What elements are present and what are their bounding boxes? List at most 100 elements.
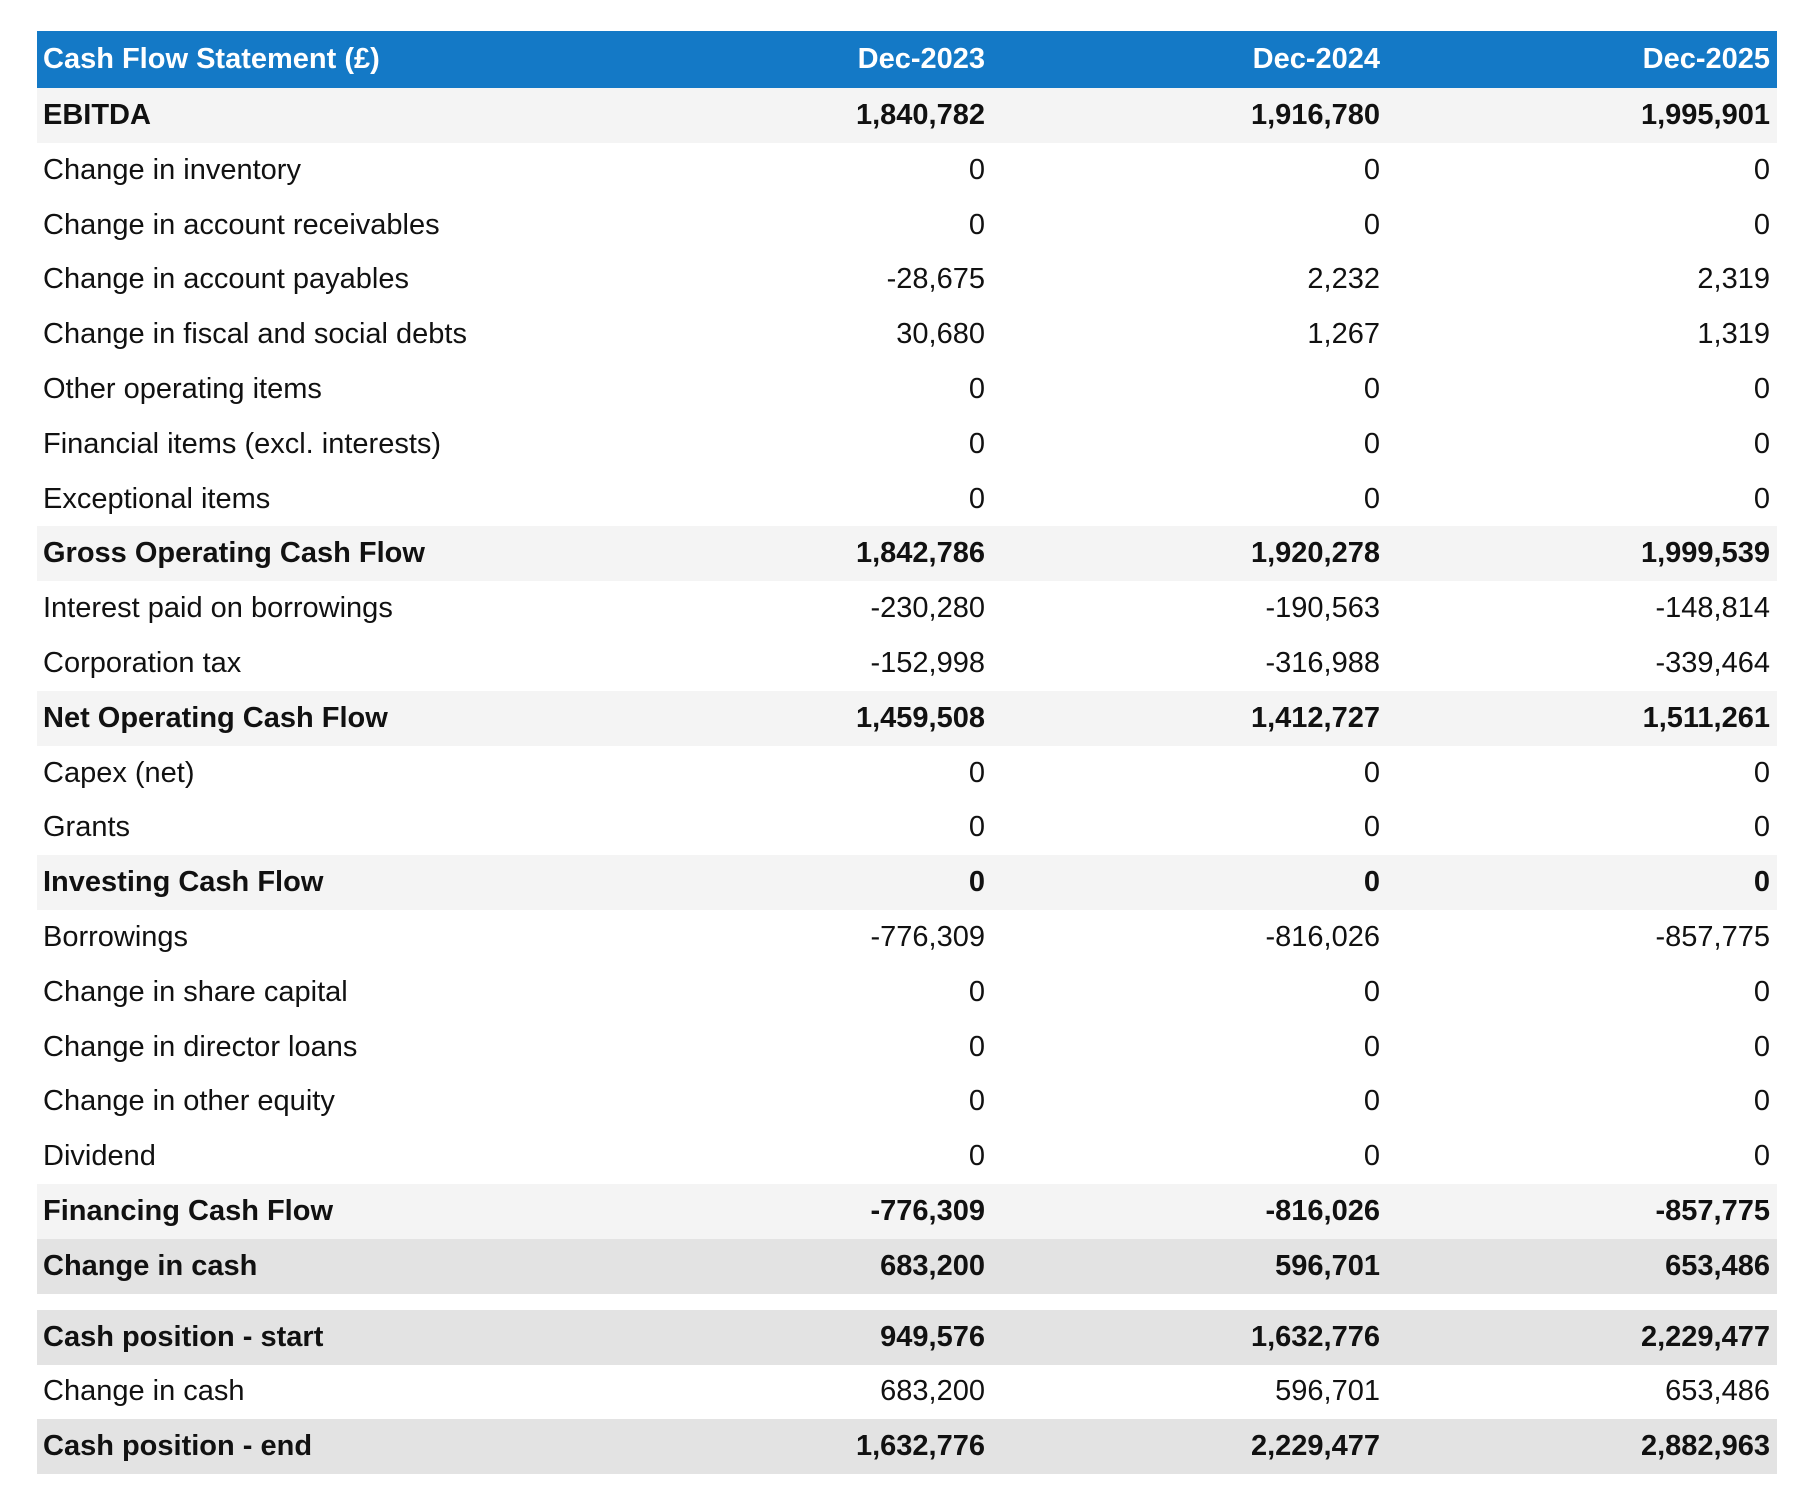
value-cell: 949,576 bbox=[880, 1320, 985, 1353]
value-cell: 683,200 bbox=[880, 1375, 985, 1408]
value-cell: 30,680 bbox=[896, 318, 985, 351]
value-cell: 1,412,727 bbox=[1250, 701, 1380, 734]
value-cell: 0 bbox=[1363, 866, 1380, 899]
table-row: Change in cash 683,200 596,701 653,486 bbox=[37, 1238, 1777, 1294]
value-cell: -776,309 bbox=[870, 1195, 986, 1227]
table-row: Financial items (excl. interests) 0 0 0 bbox=[37, 417, 1777, 472]
value-cell: -148,814 bbox=[1655, 592, 1771, 625]
value-cell: 0 bbox=[1753, 1085, 1770, 1118]
value-cell: -316,988 bbox=[1265, 647, 1381, 679]
value-cell: 0 bbox=[968, 482, 985, 515]
value-cell: 1,632,776 bbox=[855, 1430, 985, 1463]
table-row: Interest paid on borrowings -230,280 -190,… bbox=[37, 581, 1777, 636]
table-row: Change in inventory 0 0 0 bbox=[37, 143, 1777, 198]
value-cell: -816,026 bbox=[1265, 921, 1381, 953]
row-label: Cash Flow Statement (£) bbox=[43, 43, 380, 75]
value-cell: 0 bbox=[1363, 153, 1380, 186]
table-row: Net Operating Cash Flow 1,459,508 1,412,72… bbox=[37, 690, 1777, 746]
value-cell: 0 bbox=[1363, 756, 1380, 789]
value-cell: -776,309 bbox=[870, 921, 986, 953]
value-cell: 1,319 bbox=[1697, 318, 1770, 351]
value-cell: 0 bbox=[968, 866, 985, 899]
value-cell: 0 bbox=[1753, 1030, 1770, 1063]
value-cell: 0 bbox=[968, 153, 985, 186]
value-cell: 596,701 bbox=[1275, 1375, 1380, 1408]
value-cell: 1,916,780 bbox=[1250, 99, 1380, 131]
value-cell: 2,882,963 bbox=[1640, 1430, 1770, 1463]
value-cell: 0 bbox=[1363, 811, 1380, 844]
row-label: Change in share capital bbox=[43, 975, 348, 1008]
value-cell: 0 bbox=[1753, 811, 1770, 844]
value-cell: 0 bbox=[1363, 1085, 1380, 1118]
value-cell: 0 bbox=[1753, 153, 1770, 186]
row-label: Exceptional items bbox=[43, 482, 271, 515]
value-cell: 0 bbox=[968, 427, 985, 460]
value-cell: 0 bbox=[1753, 208, 1770, 241]
table-row: Grants 0 0 0 bbox=[37, 800, 1777, 855]
row-label: Change in cash bbox=[43, 1375, 245, 1408]
table-row: EBITDA 1,840,782 1,916,780 1,995,901 bbox=[37, 88, 1777, 143]
row-label: Capex (net) bbox=[43, 756, 195, 789]
row-label: Dividend bbox=[43, 1140, 156, 1173]
value-cell: 0 bbox=[968, 1030, 985, 1063]
value-cell: 0 bbox=[1363, 482, 1380, 515]
table-row: Investing Cash Flow 0 0 0 bbox=[37, 855, 1777, 911]
value-cell: 1,459,508 bbox=[855, 701, 985, 734]
value-cell: 2,229,477 bbox=[1250, 1430, 1380, 1463]
value-cell: 0 bbox=[1753, 756, 1770, 789]
row-label: Other operating items bbox=[43, 373, 322, 405]
value-cell: 0 bbox=[1363, 373, 1380, 405]
row-label: Borrowings bbox=[43, 921, 189, 953]
table-row: Change in other equity 0 0 0 bbox=[37, 1074, 1777, 1129]
value-cell: 0 bbox=[968, 756, 985, 789]
table-row: Dividend 0 0 0 bbox=[37, 1129, 1777, 1184]
value-cell: 1,920,278 bbox=[1250, 537, 1380, 570]
row-label: Financing Cash Flow bbox=[43, 1195, 334, 1227]
value-cell: 0 bbox=[968, 1085, 985, 1118]
value-cell: 0 bbox=[1363, 1030, 1380, 1063]
table-row: Other operating items 0 0 0 bbox=[37, 362, 1777, 417]
value-cell: 0 bbox=[1363, 208, 1380, 241]
value-cell: -857,775 bbox=[1655, 921, 1771, 953]
row-label: Financial items (excl. interests) bbox=[43, 427, 442, 460]
table-row: Change in fiscal and social debts 30,680 1… bbox=[37, 307, 1777, 362]
value-cell: 596,701 bbox=[1275, 1249, 1380, 1282]
value-cell: -857,775 bbox=[1655, 1195, 1771, 1227]
value-cell: 0 bbox=[968, 1140, 985, 1173]
table-row: Change in cash 683,200 596,701 653,486 bbox=[37, 1364, 1777, 1419]
table-row: Capex (net) 0 0 0 bbox=[37, 746, 1777, 801]
row-label: Investing Cash Flow bbox=[43, 866, 324, 899]
value-cell: 0 bbox=[1363, 1140, 1380, 1173]
row-label: Change in account receivables bbox=[43, 208, 440, 241]
value-cell: 653,486 bbox=[1665, 1249, 1770, 1282]
row-label: Corporation tax bbox=[43, 647, 242, 679]
value-cell: 0 bbox=[968, 975, 985, 1008]
row-label: Cash position - start bbox=[43, 1320, 324, 1353]
table-row: Gross Operating Cash Flow 1,842,786 1,920,… bbox=[37, 526, 1777, 582]
row-label: Change in fiscal and social debts bbox=[43, 318, 467, 351]
table-row: Corporation tax -152,998 -316,988 -339,464 bbox=[37, 636, 1777, 691]
value-cell: 2,319 bbox=[1697, 263, 1770, 296]
table-row: Borrowings -776,309 -816,026 -857,775 bbox=[37, 910, 1777, 965]
row-label: Change in account payables bbox=[43, 263, 409, 296]
row-label: Gross Operating Cash Flow bbox=[43, 537, 425, 570]
table-row: Cash position - start 949,576 1,632,776 2,2… bbox=[37, 1309, 1777, 1365]
value-cell: Dec-2023 bbox=[857, 43, 985, 75]
row-label: Grants bbox=[43, 811, 131, 844]
value-cell: 0 bbox=[1753, 866, 1770, 899]
row-label: Net Operating Cash Flow bbox=[43, 701, 388, 734]
value-cell: 1,632,776 bbox=[1250, 1320, 1380, 1353]
value-cell: 0 bbox=[1363, 975, 1380, 1008]
value-cell: 1,995,901 bbox=[1640, 99, 1770, 131]
value-cell: 0 bbox=[1753, 373, 1770, 405]
value-cell: 1,267 bbox=[1307, 318, 1380, 351]
table-row: Change in account payables -28,675 2,232 2,… bbox=[37, 252, 1777, 307]
table-row: Change in director loans 0 0 0 bbox=[37, 1020, 1777, 1075]
table-row: Cash position - end 1,632,776 2,229,477 2,8… bbox=[37, 1419, 1777, 1475]
value-cell: -816,026 bbox=[1265, 1195, 1381, 1227]
value-cell: 2,232 bbox=[1307, 263, 1380, 296]
value-cell: -152,998 bbox=[870, 647, 986, 679]
value-cell: -230,280 bbox=[870, 592, 986, 625]
value-cell: 0 bbox=[968, 373, 985, 405]
